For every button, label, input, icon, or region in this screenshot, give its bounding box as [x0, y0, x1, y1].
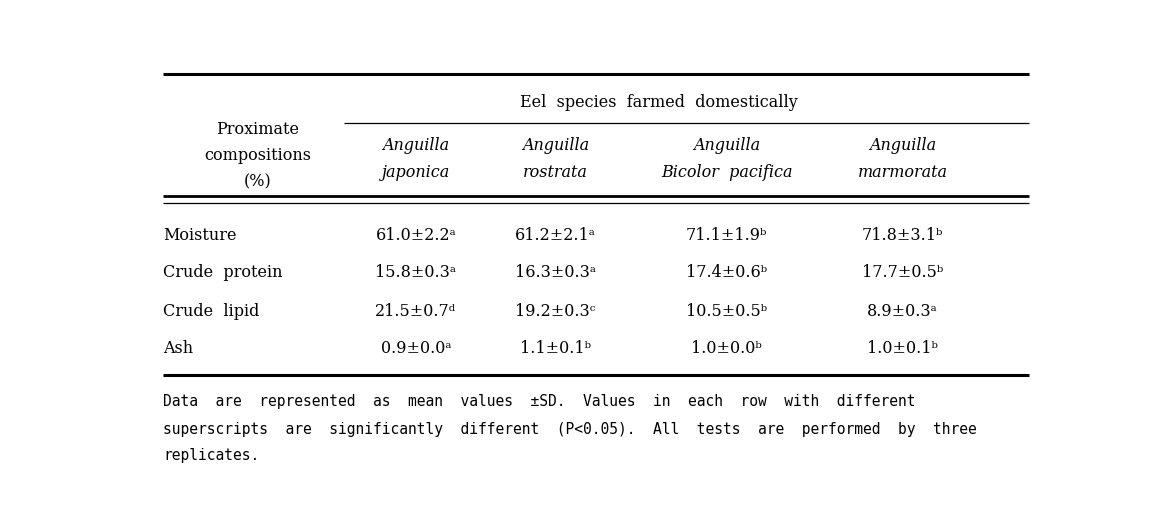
Text: 16.3±0.3ᵃ: 16.3±0.3ᵃ: [515, 264, 595, 281]
Text: 0.9±0.0ᵃ: 0.9±0.0ᵃ: [380, 340, 451, 357]
Text: rostrata: rostrata: [523, 164, 588, 181]
Text: 17.4±0.6ᵇ: 17.4±0.6ᵇ: [686, 264, 768, 281]
Text: Eel  species  farmed  domestically: Eel species farmed domestically: [520, 94, 798, 111]
Text: Crude  protein: Crude protein: [163, 264, 283, 281]
Text: replicates.: replicates.: [163, 447, 259, 462]
Text: Anguilla: Anguilla: [522, 137, 588, 154]
Text: 61.2±2.1ᵃ: 61.2±2.1ᵃ: [515, 227, 595, 244]
Text: 1.0±0.0ᵇ: 1.0±0.0ᵇ: [691, 340, 762, 357]
Text: 71.8±3.1ᵇ: 71.8±3.1ᵇ: [862, 227, 943, 244]
Text: 17.7±0.5ᵇ: 17.7±0.5ᵇ: [862, 264, 943, 281]
Text: japonica: japonica: [381, 164, 450, 181]
Text: 15.8±0.3ᵃ: 15.8±0.3ᵃ: [376, 264, 456, 281]
Text: 21.5±0.7ᵈ: 21.5±0.7ᵈ: [376, 303, 456, 320]
Text: Data  are  represented  as  mean  values  ±SD.  Values  in  each  row  with  dif: Data are represented as mean values ±SD.…: [163, 394, 916, 409]
Text: Bicolor  pacifica: Bicolor pacifica: [661, 164, 792, 181]
Text: 8.9±0.3ᵃ: 8.9±0.3ᵃ: [868, 303, 937, 320]
Text: 19.2±0.3ᶜ: 19.2±0.3ᶜ: [515, 303, 595, 320]
Text: Crude  lipid: Crude lipid: [163, 303, 259, 320]
Text: 10.5±0.5ᵇ: 10.5±0.5ᵇ: [686, 303, 768, 320]
Text: 71.1±1.9ᵇ: 71.1±1.9ᵇ: [686, 227, 768, 244]
Text: Ash: Ash: [163, 340, 193, 357]
Text: Anguilla: Anguilla: [383, 137, 449, 154]
Text: Anguilla: Anguilla: [869, 137, 936, 154]
Text: Anguilla: Anguilla: [693, 137, 761, 154]
Text: 61.0±2.2ᵃ: 61.0±2.2ᵃ: [376, 227, 456, 244]
Text: 1.0±0.1ᵇ: 1.0±0.1ᵇ: [868, 340, 937, 357]
Text: superscripts  are  significantly  different  (P<0.05).  All  tests  are  perform: superscripts are significantly different…: [163, 422, 977, 437]
Text: Moisture: Moisture: [163, 227, 237, 244]
Text: marmorata: marmorata: [857, 164, 948, 181]
Text: 1.1±0.1ᵇ: 1.1±0.1ᵇ: [520, 340, 591, 357]
Text: Proximate
compositions
(%): Proximate compositions (%): [205, 121, 312, 190]
